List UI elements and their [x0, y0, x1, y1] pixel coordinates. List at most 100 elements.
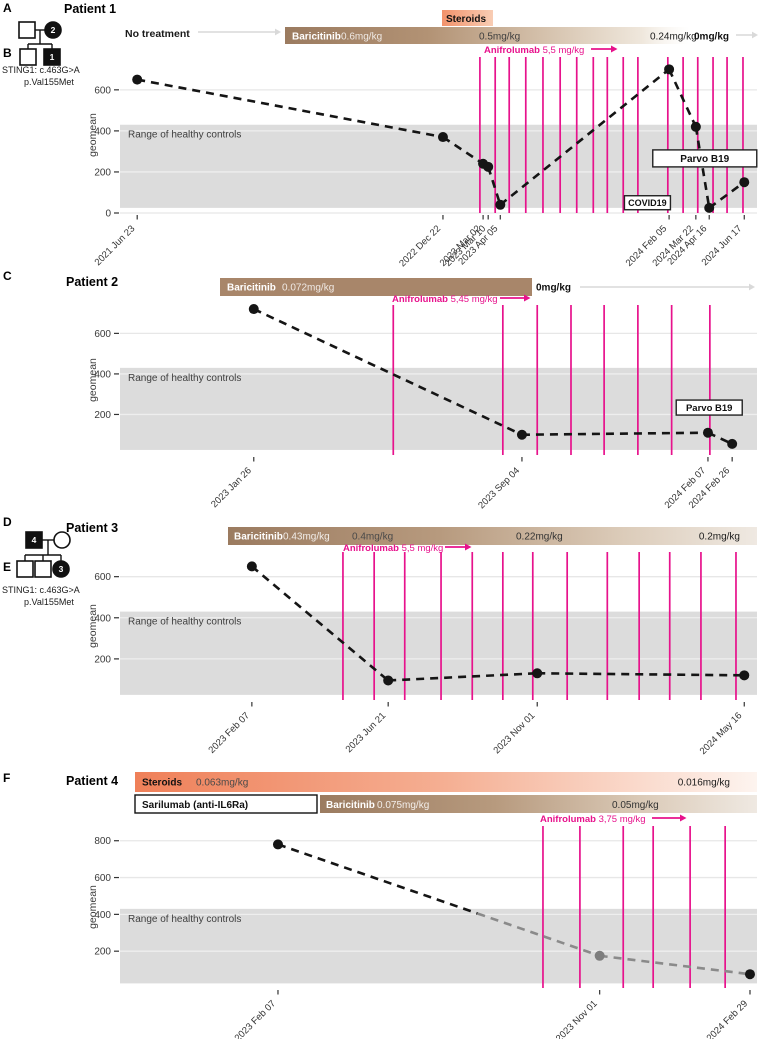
baricitinib-name: Baricitinib — [292, 32, 341, 43]
panel-letter-b: B — [3, 46, 12, 60]
baricitinib-dose: 0.5mg/kg — [479, 32, 520, 43]
x-tick-label: 2023 Sep 04 — [476, 465, 522, 511]
x-tick-label: 2023 Jan 26 — [209, 465, 254, 510]
family2-mutation-line1: STING1: c.463G>A — [2, 585, 80, 595]
steroids-dose: 0.016mg/kg — [678, 778, 730, 789]
family1-mutation-line1: STING1: c.463G>A — [2, 65, 80, 75]
pedigree-number: 2 — [51, 25, 56, 35]
data-point — [739, 670, 750, 681]
pedigree-family1: 12 — [18, 21, 62, 66]
patient4-title: Patient 4 — [66, 774, 119, 788]
data-point — [483, 161, 494, 172]
baricitinib-name: Baricitinib — [326, 800, 375, 811]
series-segment — [521, 431, 708, 437]
panel-letter-e: E — [3, 560, 12, 574]
data-point — [704, 202, 715, 213]
affected-square-symbol — [43, 48, 61, 66]
baricitinib-end-dose: 0mg/kg — [694, 32, 729, 43]
series-segment — [388, 671, 538, 682]
family2-mutation-line2: p.Val155Met — [24, 597, 74, 607]
data-point — [516, 429, 527, 440]
sarilumab-box — [134, 794, 318, 814]
healthy-range-band — [120, 908, 757, 984]
y-axis-title: geomean — [87, 358, 99, 402]
baricitinib-end-dose: 0mg/kg — [536, 283, 571, 294]
event-annotation-box — [623, 195, 672, 211]
timeline-arrowhead-icon — [275, 28, 281, 36]
anifrolumab-label: Anifrolumab 3,75 mg/kg — [540, 814, 646, 825]
data-point — [690, 121, 701, 132]
x-tick-label: 2023 Feb 07 — [233, 998, 279, 1039]
x-tick-label: 2024 Feb 29 — [705, 998, 751, 1039]
healthy-range-label: Range of healthy controls — [128, 617, 241, 628]
pedigree-number: 3 — [59, 564, 64, 574]
anifrolumab-label: Anifrolumab 5,5 mg/kg — [343, 543, 443, 554]
steroids-name: Steroids — [446, 14, 486, 25]
data-point — [532, 668, 543, 679]
data-point — [744, 969, 755, 980]
patient1-chart: Range of healthy controls 0 200 400 600 geome… — [87, 10, 758, 268]
family1-mutation-line2: p.Val155Met — [24, 77, 74, 87]
baricitinib-dose: 0.22mg/kg — [516, 532, 563, 543]
data-point — [594, 950, 605, 961]
baricitinib-bar — [228, 527, 757, 545]
event-annotation-label: Parvo B19 — [686, 403, 732, 414]
x-tick-label: 2023 Jun 21 — [344, 710, 389, 755]
square-symbol — [16, 560, 34, 578]
y-tick-label: 200 — [94, 947, 111, 958]
affected-circle-symbol — [44, 21, 62, 39]
anifrolumab-label: Anifrolumab 5,5 mg/kg — [484, 45, 584, 56]
patient2-title: Patient 2 — [66, 275, 119, 289]
baricitinib-dose: 0.6mg/kg — [341, 32, 382, 43]
data-point — [132, 74, 143, 85]
series-segment — [708, 181, 746, 209]
x-tick-label: 2024 May 16 — [698, 710, 745, 757]
square-symbol — [34, 560, 52, 578]
baricitinib-bar — [220, 278, 532, 296]
steroids-bar — [442, 10, 493, 26]
series-segment — [253, 307, 523, 436]
healthy-range-label: Range of healthy controls — [128, 130, 241, 141]
pedigree-number: 4 — [32, 535, 37, 545]
healthy-range-band — [120, 611, 757, 695]
y-tick-label: 200 — [94, 410, 111, 421]
baricitinib-dose: 0.43mg/kg — [283, 532, 330, 543]
x-tick-label: 2023 Feb 07 — [206, 710, 252, 756]
y-tick-label: 400 — [94, 126, 111, 137]
y-axis-title: geomean — [87, 113, 99, 157]
series-segment — [251, 565, 390, 682]
series-segment — [277, 843, 478, 915]
patient4-chart: Range of healthy controls 200 400 600 800 geo… — [87, 772, 757, 1039]
y-tick-label: 600 — [94, 572, 111, 583]
baricitinib-dose: 0.24mg/kg — [650, 32, 697, 43]
pedigree-family2: 34 — [16, 531, 71, 578]
y-tick-label: 800 — [94, 836, 111, 847]
healthy-range-label: Range of healthy controls — [128, 373, 241, 384]
y-tick-label: 400 — [94, 369, 111, 380]
baricitinib-dose: 0.075mg/kg — [377, 800, 429, 811]
event-annotation-box — [675, 399, 743, 416]
data-point — [727, 438, 738, 449]
series-segment — [476, 912, 601, 958]
baricitinib-dose: 0.05mg/kg — [612, 800, 659, 811]
steroids-name: Steroids — [142, 778, 182, 789]
y-axis-title: geomean — [87, 885, 99, 929]
y-axis-title: geomean — [87, 604, 99, 648]
series-segment — [136, 78, 444, 139]
series-segment — [486, 166, 502, 206]
sarilumab-name: Sarilumab (anti-IL6Ra) — [142, 800, 248, 811]
series-segment — [599, 954, 751, 976]
baricitinib-dose: 0.2mg/kg — [699, 532, 740, 543]
x-tick-label: 2023 Nov 01 — [554, 998, 600, 1039]
data-point — [702, 427, 713, 438]
data-point — [739, 177, 750, 188]
data-point — [664, 64, 675, 75]
anifrolumab-arrowhead-icon — [680, 814, 687, 822]
timeline-arrowhead-icon — [752, 31, 758, 39]
y-tick-label: 400 — [94, 613, 111, 624]
y-tick-label: 600 — [94, 329, 111, 340]
x-tick-label: 2022 Dec 22 — [397, 223, 443, 268]
patient1-title: Patient 1 — [64, 2, 117, 16]
baricitinib-dose: 0.4mg/kg — [352, 532, 393, 543]
anifrolumab-arrowhead-icon — [611, 45, 618, 53]
